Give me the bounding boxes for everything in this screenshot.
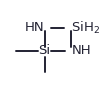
- Text: SiH$_2$: SiH$_2$: [71, 20, 100, 36]
- Text: NH: NH: [71, 44, 91, 57]
- Text: HN: HN: [25, 21, 45, 34]
- Text: Si: Si: [39, 44, 51, 57]
